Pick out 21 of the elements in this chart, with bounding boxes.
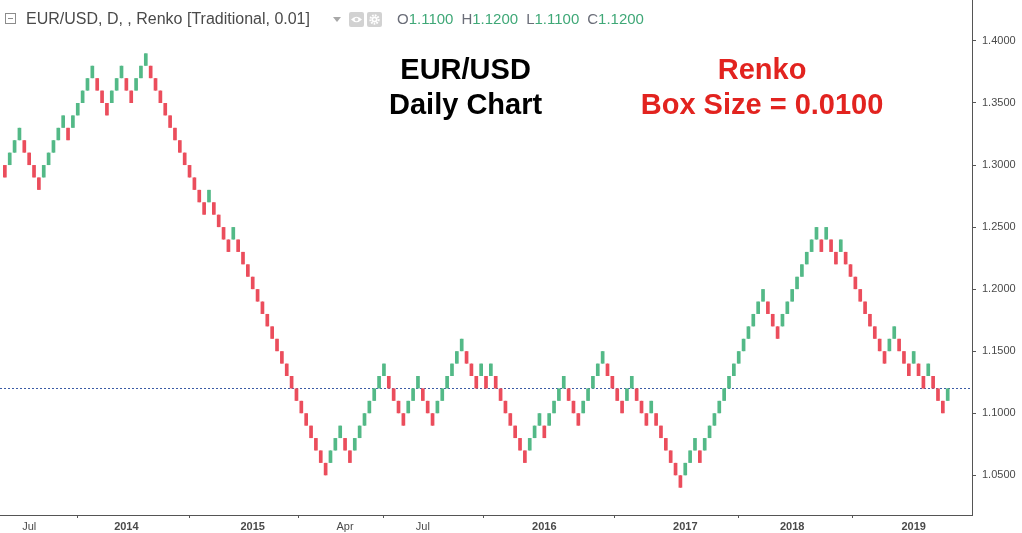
text: EUR/USD Daily Chart [389,53,543,120]
y-tick-label: 1.0500 [982,468,1016,481]
x-tick-label: Jul [415,519,430,532]
x-tick-label: Jul [22,519,37,532]
y-tick-label: 1.1000 [982,406,1016,419]
y-tick-label: 1.1500 [982,344,1016,357]
annotation: O1.1100 H1.1200 L1.1100 C1.1200 [397,10,644,28]
x-tick-label: 2018 [779,519,805,532]
x-tick-label: 2016 [532,519,557,532]
x-tick-label: 2017 [673,519,698,532]
x-tick-label: Apr [336,519,354,532]
x-tick-label: 2019 [901,519,926,532]
annotation: EUR/USD, D, , Renko [Traditional, 0.01] [26,10,310,28]
y-tick-label: 1.3500 [982,96,1016,109]
y-tick-label: 1.3000 [982,158,1016,171]
x-tick-label: 2014 [114,519,140,532]
y-tick-label: 1.4000 [982,33,1016,46]
y-tick-label: 1.2500 [982,220,1016,233]
x-tick-label: 2015 [240,519,265,532]
text: Renko Box Size = 0.0100 [640,53,884,120]
y-tick-label: 1.2000 [982,282,1016,295]
